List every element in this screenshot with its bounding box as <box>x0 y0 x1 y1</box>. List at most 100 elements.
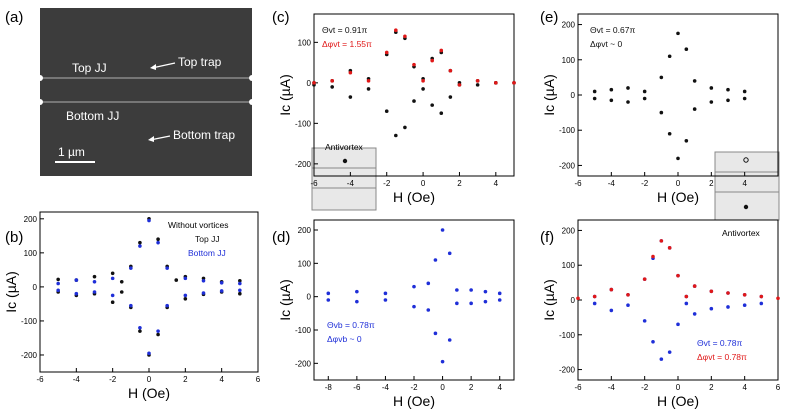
chart-c: -6 -4 -2 0 2 4 -200 -100 0 100 H (Oe) Ic (µA) <box>277 13 516 205</box>
data-point-bottom-jj <box>165 266 169 270</box>
data-point-fit <box>457 83 462 87</box>
x-tick-label: 2 <box>709 179 714 188</box>
data-point-data <box>592 96 597 101</box>
legend-top-b: Top JJ <box>195 234 220 244</box>
data-point-fit <box>659 239 664 243</box>
data-point-data <box>667 54 672 59</box>
data-point-data <box>403 125 407 130</box>
data-point-data <box>692 107 697 111</box>
data-point-data <box>426 308 431 312</box>
data-point-bottom-jj <box>56 288 60 293</box>
x-tick-label: -6 <box>574 383 582 392</box>
theta-c: Θvt = 0.91π <box>322 25 367 35</box>
y-tick-label: 0 <box>307 79 312 88</box>
y-tick-label: 0 <box>33 283 38 292</box>
x-tick-label: -6 <box>36 375 44 384</box>
x-tick-label: 0 <box>421 179 426 188</box>
y-tick-label: 100 <box>562 56 576 65</box>
x-tick-label: -2 <box>109 375 117 384</box>
y-tick-label: 100 <box>24 249 38 258</box>
data-point-top-jj <box>156 237 160 242</box>
x-tick-label: 4 <box>494 179 499 188</box>
data-point-fit <box>348 70 353 75</box>
inset-schematic-e: Antivortex <box>714 151 780 238</box>
legend-bottom-b: Bottom JJ <box>188 248 226 258</box>
y-axis-label: Ic (µA) <box>541 279 557 321</box>
data-point-data <box>421 87 425 91</box>
y-tick-label: 0 <box>307 293 312 302</box>
data-point-data <box>433 258 438 262</box>
label-top-jj: Top JJ <box>72 61 107 75</box>
data-point-bottom-jj <box>238 281 242 286</box>
data-point-top-jj <box>183 297 188 301</box>
dphi-d: Δφvb ~ 0 <box>327 334 362 344</box>
y-tick-label: -200 <box>21 351 38 360</box>
inset-label-c: Antivortex <box>325 142 364 152</box>
data-point-data <box>642 96 647 101</box>
data-point-data <box>383 291 388 296</box>
data-point-top-jj <box>110 271 115 276</box>
data-point-fit <box>709 289 714 294</box>
data-point-bottom-jj <box>110 276 115 281</box>
x-tick-label: -8 <box>325 383 333 392</box>
data-point-data <box>609 87 614 92</box>
data-point-top-jj <box>238 278 242 283</box>
plot-frame <box>313 219 515 381</box>
data-point-data <box>759 301 764 306</box>
data-point-data <box>383 298 388 302</box>
data-point-data <box>355 299 359 304</box>
data-point-data <box>447 338 452 342</box>
data-point-bottom-jj <box>110 293 115 298</box>
data-point-bottom-jj <box>183 276 188 281</box>
data-point-top-jj <box>174 278 179 282</box>
data-point-data <box>440 228 445 232</box>
data-point-data <box>592 301 597 306</box>
data-point-bottom-jj <box>201 278 206 283</box>
data-point-fit <box>626 292 630 297</box>
y-tick-label: -100 <box>295 119 312 128</box>
data-point-fit <box>776 296 780 301</box>
y-axis-label: Ic (µA) <box>277 279 293 321</box>
panel-letter-e: (e) <box>540 9 558 26</box>
x-tick-label: 6 <box>776 383 781 392</box>
scale-bar-label: 1 µm <box>58 145 85 159</box>
data-point-fit <box>403 34 407 39</box>
chart-e: -6 -4 -2 0 2 4 -200 -100 0 100 200 H (Oe) Ic (µA) <box>541 13 779 205</box>
x-tick-label: 2 <box>457 179 462 188</box>
x-tick-label: 0 <box>440 383 445 392</box>
theta-e: Θvt = 0.67π <box>590 25 635 35</box>
chart-d: -8 -6 -4 -2 0 2 4 -200 -100 0 100 200 H (Oe) Ic (µA) <box>277 219 515 409</box>
data-point-data <box>642 89 647 94</box>
y-tick-label: 100 <box>298 38 312 47</box>
data-point-fit <box>430 58 434 63</box>
data-point-bottom-jj <box>138 244 142 248</box>
data-point-bottom-jj <box>92 279 97 284</box>
data-point-fit <box>576 296 580 301</box>
x-axis-label: H (Oe) <box>393 189 435 205</box>
data-point-data <box>412 304 416 309</box>
y-tick-label: -200 <box>559 366 576 375</box>
x-tick-label: 0 <box>676 383 681 392</box>
y-tick-label: 200 <box>24 215 38 224</box>
data-point-top-jj <box>238 291 242 296</box>
data-point-data <box>497 298 502 302</box>
data-point-bottom-jj <box>219 289 224 293</box>
data-point-data <box>667 350 672 354</box>
data-point-fit <box>742 292 747 297</box>
data-point-data <box>469 301 473 306</box>
data-point-data <box>667 131 672 136</box>
dphi-e: Δφvt ~ 0 <box>590 39 622 49</box>
plot-frame <box>313 13 515 177</box>
data-point-data <box>455 288 459 292</box>
data-point-data <box>394 133 398 138</box>
x-tick-label: 4 <box>497 383 502 392</box>
data-point-data <box>709 306 714 311</box>
data-point-top-jj <box>119 279 124 284</box>
data-point-top-jj <box>110 300 115 305</box>
x-tick-label: 0 <box>676 179 681 188</box>
data-point-data <box>384 109 389 113</box>
data-point-data <box>355 289 359 294</box>
data-point-data <box>642 319 647 323</box>
x-tick-label: 4 <box>219 375 224 384</box>
